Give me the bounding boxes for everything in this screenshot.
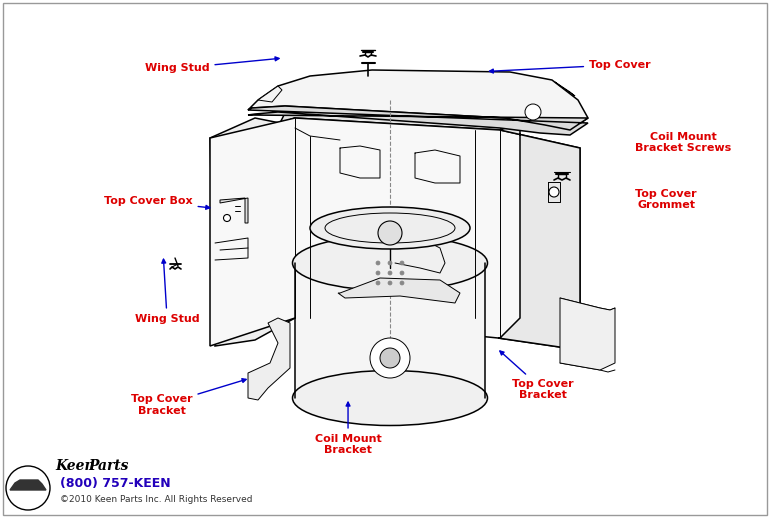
Polygon shape: [210, 118, 295, 346]
Ellipse shape: [310, 207, 470, 249]
Circle shape: [400, 281, 404, 285]
Circle shape: [549, 187, 559, 197]
Polygon shape: [258, 86, 282, 102]
Circle shape: [388, 281, 392, 285]
Polygon shape: [498, 123, 580, 350]
Circle shape: [376, 261, 380, 265]
Circle shape: [370, 338, 410, 378]
Text: Top Cover
Bracket: Top Cover Bracket: [500, 351, 574, 400]
Polygon shape: [555, 82, 575, 96]
Polygon shape: [248, 318, 290, 400]
Circle shape: [380, 348, 400, 368]
Text: Parts: Parts: [88, 459, 129, 473]
Text: (800) 757-KEEN: (800) 757-KEEN: [60, 478, 171, 491]
Polygon shape: [10, 480, 46, 490]
Circle shape: [388, 261, 392, 265]
Text: Keen: Keen: [55, 459, 95, 473]
Text: Top Cover
Grommet: Top Cover Grommet: [635, 189, 697, 210]
Text: Top Cover
Bracket: Top Cover Bracket: [131, 379, 246, 416]
Circle shape: [376, 271, 380, 275]
Text: Wing Stud: Wing Stud: [135, 259, 199, 324]
Circle shape: [525, 104, 541, 120]
Circle shape: [400, 271, 404, 275]
Circle shape: [400, 261, 404, 265]
Text: Top Cover Box: Top Cover Box: [104, 196, 209, 209]
Text: Wing Stud: Wing Stud: [145, 57, 279, 74]
Circle shape: [378, 221, 402, 245]
Ellipse shape: [293, 236, 487, 291]
Polygon shape: [280, 94, 520, 130]
Polygon shape: [560, 298, 615, 370]
Text: Coil Mount
Bracket Screws: Coil Mount Bracket Screws: [635, 132, 732, 153]
Polygon shape: [248, 70, 588, 130]
Text: ©2010 Keen Parts Inc. All Rights Reserved: ©2010 Keen Parts Inc. All Rights Reserve…: [60, 496, 253, 505]
Polygon shape: [338, 278, 460, 303]
Polygon shape: [210, 118, 580, 350]
Polygon shape: [295, 263, 485, 398]
Circle shape: [376, 281, 380, 285]
Ellipse shape: [293, 370, 487, 425]
Polygon shape: [220, 198, 248, 223]
Polygon shape: [248, 106, 588, 135]
Circle shape: [223, 214, 230, 222]
Text: Coil Mount
Bracket: Coil Mount Bracket: [315, 402, 381, 455]
Text: Top Cover: Top Cover: [490, 60, 651, 73]
Circle shape: [388, 271, 392, 275]
